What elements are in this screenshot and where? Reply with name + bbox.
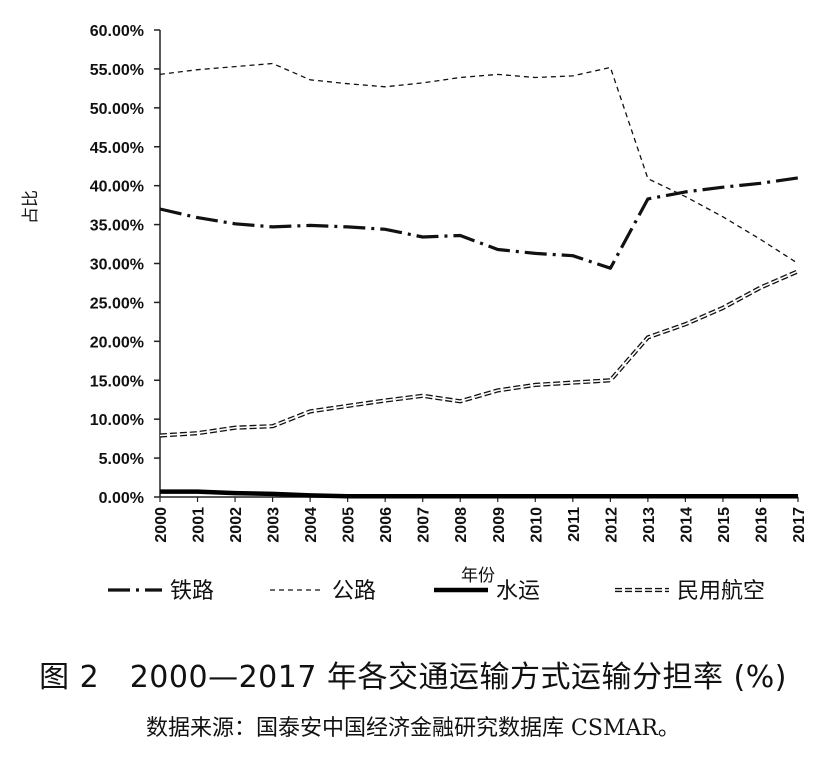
y-tick-label: 20.00% (90, 334, 144, 351)
series-lines (159, 62, 799, 499)
y-tick-label: 15.00% (90, 373, 144, 390)
legend-label: 铁路 (170, 579, 214, 604)
x-tick-label: 2000 (153, 507, 170, 543)
x-tick-label: 2005 (341, 507, 358, 543)
x-tick-label: 2017 (791, 507, 808, 543)
y-tick-label: 25.00% (90, 295, 144, 312)
y-tick-label: 10.00% (90, 412, 144, 429)
data-source-note: 数据来源：国泰安中国经济金融研究数据库 CSMAR。 (146, 716, 680, 741)
legend: 铁路 公路 水运 民用航空 (108, 579, 765, 604)
y-tick-label: 40.00% (90, 179, 144, 196)
x-axis: 2000 2001 2002 2003 2004 2005 2006 2007 2008 2009… (153, 496, 808, 543)
x-tick-label: 2004 (303, 507, 320, 543)
figure-caption: 图 2 2000—2017 年各交通运输方式运输分担率 (%) (39, 660, 787, 695)
y-axis-title: 占比 (21, 190, 41, 224)
y-tick-label: 45.00% (90, 140, 144, 157)
x-tick-label: 2007 (416, 507, 433, 543)
x-tick-label: 2009 (491, 507, 508, 543)
x-tick-label: 2015 (716, 507, 733, 543)
y-tick-label: 50.00% (90, 101, 144, 118)
y-tick-label: 5.00% (99, 451, 144, 468)
x-tick-label: 2010 (528, 507, 545, 543)
legend-label: 水运 (496, 579, 540, 604)
x-tick-label: 2014 (678, 507, 695, 543)
x-tick-label: 2001 (191, 507, 208, 543)
series-line-inner (159, 270, 799, 437)
x-tick-label: 2003 (266, 507, 283, 543)
x-tick-label: 2013 (641, 507, 658, 543)
y-tick-label: 55.00% (90, 62, 144, 79)
y-tick-label: 60.00% (90, 23, 144, 40)
x-tick-label: 2016 (753, 507, 770, 543)
y-tick-label: 0.00% (99, 490, 144, 507)
y-tick-label: 35.00% (90, 218, 144, 235)
line-chart: 0.00% 5.00% 10.00% 15.00% 20.00% 25.00% 30.00%… (21, 23, 808, 604)
x-axis-title: 年份 (461, 566, 495, 586)
legend-label: 公路 (332, 579, 376, 604)
y-axis: 0.00% 5.00% 10.00% 15.00% 20.00% 25.00% 30.00%… (90, 23, 161, 507)
series-line-dash-dot (159, 176, 799, 270)
y-tick-label: 30.00% (90, 257, 144, 274)
series-line-dashed (159, 62, 799, 265)
x-tick-label: 2002 (228, 507, 245, 543)
x-tick-label: 2012 (603, 507, 620, 543)
series-line-thick-solid (160, 489, 798, 499)
legend-label: 民用航空 (677, 579, 765, 604)
series-line-double-dashed (159, 269, 799, 438)
x-tick-label: 2008 (453, 507, 470, 543)
x-tick-label: 2011 (566, 507, 583, 542)
x-tick-label: 2006 (378, 507, 395, 543)
